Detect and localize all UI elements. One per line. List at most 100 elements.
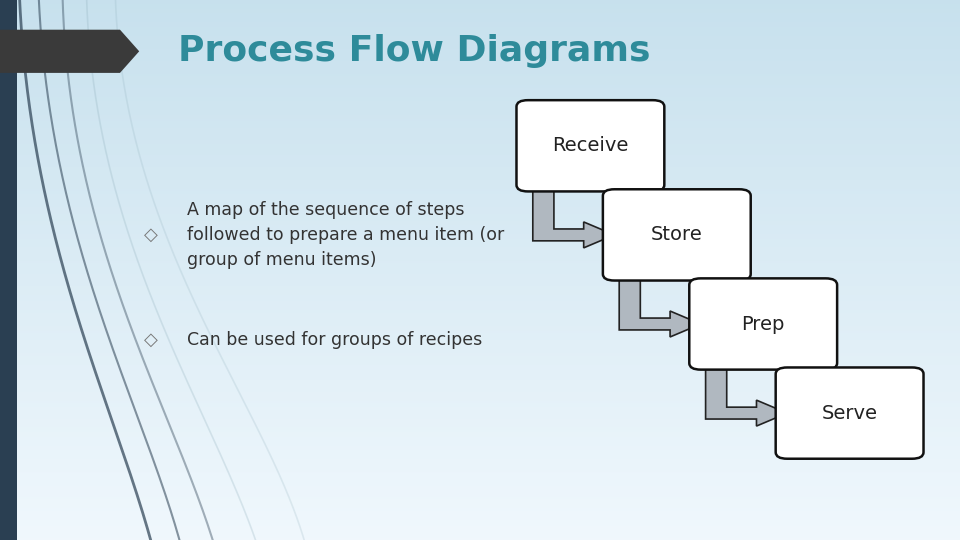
- Bar: [0, 52, 960, 54]
- Bar: [0, 200, 960, 201]
- Bar: [0, 274, 960, 275]
- Bar: [0, 513, 960, 515]
- Bar: [0, 374, 960, 376]
- Bar: [0, 223, 960, 225]
- Bar: [0, 378, 960, 380]
- Bar: [0, 346, 960, 347]
- Bar: [0, 112, 960, 113]
- Bar: [0, 371, 960, 373]
- Bar: [0, 187, 960, 189]
- Bar: [0, 86, 960, 88]
- Bar: [0, 288, 960, 290]
- Bar: [0, 497, 960, 498]
- Bar: [0, 277, 960, 279]
- Bar: [0, 366, 960, 367]
- Bar: [0, 394, 960, 396]
- Bar: [0, 117, 960, 119]
- Bar: [0, 243, 960, 245]
- Bar: [0, 373, 960, 374]
- Bar: [0, 81, 960, 83]
- Bar: [0, 205, 960, 207]
- Bar: [0, 79, 960, 81]
- Bar: [0, 88, 960, 90]
- Bar: [0, 524, 960, 525]
- Bar: [0, 452, 960, 454]
- Bar: [0, 254, 960, 255]
- Bar: [0, 247, 960, 248]
- Bar: [0, 238, 960, 239]
- Bar: [0, 123, 960, 124]
- Bar: [0, 29, 960, 31]
- Bar: [0, 470, 960, 471]
- Bar: [0, 83, 960, 85]
- Bar: [0, 417, 960, 420]
- Bar: [0, 344, 960, 346]
- Bar: [0, 27, 960, 29]
- Bar: [0, 317, 960, 319]
- Bar: [0, 59, 960, 61]
- Bar: [0, 234, 960, 236]
- Bar: [0, 281, 960, 282]
- Polygon shape: [0, 30, 139, 73]
- Bar: [0, 31, 960, 32]
- Bar: [0, 432, 960, 434]
- Bar: [0, 290, 960, 292]
- Bar: [0, 329, 960, 331]
- FancyBboxPatch shape: [603, 190, 751, 281]
- Bar: [0, 407, 960, 409]
- Text: Can be used for groups of recipes: Can be used for groups of recipes: [187, 331, 483, 349]
- Bar: [0, 275, 960, 277]
- Text: Receive: Receive: [552, 136, 629, 156]
- Bar: [0, 398, 960, 400]
- Bar: [0, 56, 960, 58]
- Text: ◇: ◇: [144, 331, 157, 349]
- Bar: [0, 201, 960, 204]
- Bar: [0, 120, 960, 123]
- Bar: [0, 18, 960, 20]
- Bar: [0, 525, 960, 528]
- Bar: [0, 36, 960, 38]
- Bar: [0, 77, 960, 79]
- Bar: [0, 155, 960, 157]
- Bar: [0, 405, 960, 407]
- Bar: [0, 38, 960, 39]
- Bar: [0, 443, 960, 444]
- Bar: [0, 430, 960, 432]
- Bar: [0, 447, 960, 448]
- Bar: [0, 466, 960, 468]
- Bar: [0, 174, 960, 177]
- Bar: [0, 351, 960, 353]
- Bar: [0, 322, 960, 324]
- Bar: [0, 484, 960, 486]
- Bar: [0, 241, 960, 243]
- Bar: [0, 533, 960, 535]
- Bar: [0, 471, 960, 474]
- Bar: [0, 20, 960, 22]
- Bar: [0, 216, 960, 218]
- Bar: [0, 389, 960, 390]
- Bar: [0, 409, 960, 410]
- Bar: [0, 65, 960, 66]
- Bar: [0, 92, 960, 93]
- Bar: [0, 315, 960, 317]
- Bar: [0, 0, 960, 2]
- Bar: [0, 103, 960, 104]
- Bar: [0, 376, 960, 378]
- Bar: [0, 454, 960, 455]
- Bar: [0, 349, 960, 351]
- Bar: [0, 173, 960, 174]
- Bar: [0, 252, 960, 254]
- Bar: [0, 214, 960, 216]
- Bar: [0, 250, 960, 252]
- Bar: [0, 508, 960, 509]
- Bar: [0, 416, 960, 417]
- Bar: [0, 498, 960, 501]
- Bar: [0, 49, 960, 50]
- Bar: [0, 511, 960, 513]
- Bar: [0, 340, 960, 342]
- Text: Prep: Prep: [741, 314, 785, 334]
- Bar: [0, 104, 960, 106]
- Bar: [0, 22, 960, 23]
- Bar: [0, 47, 960, 49]
- Bar: [0, 355, 960, 356]
